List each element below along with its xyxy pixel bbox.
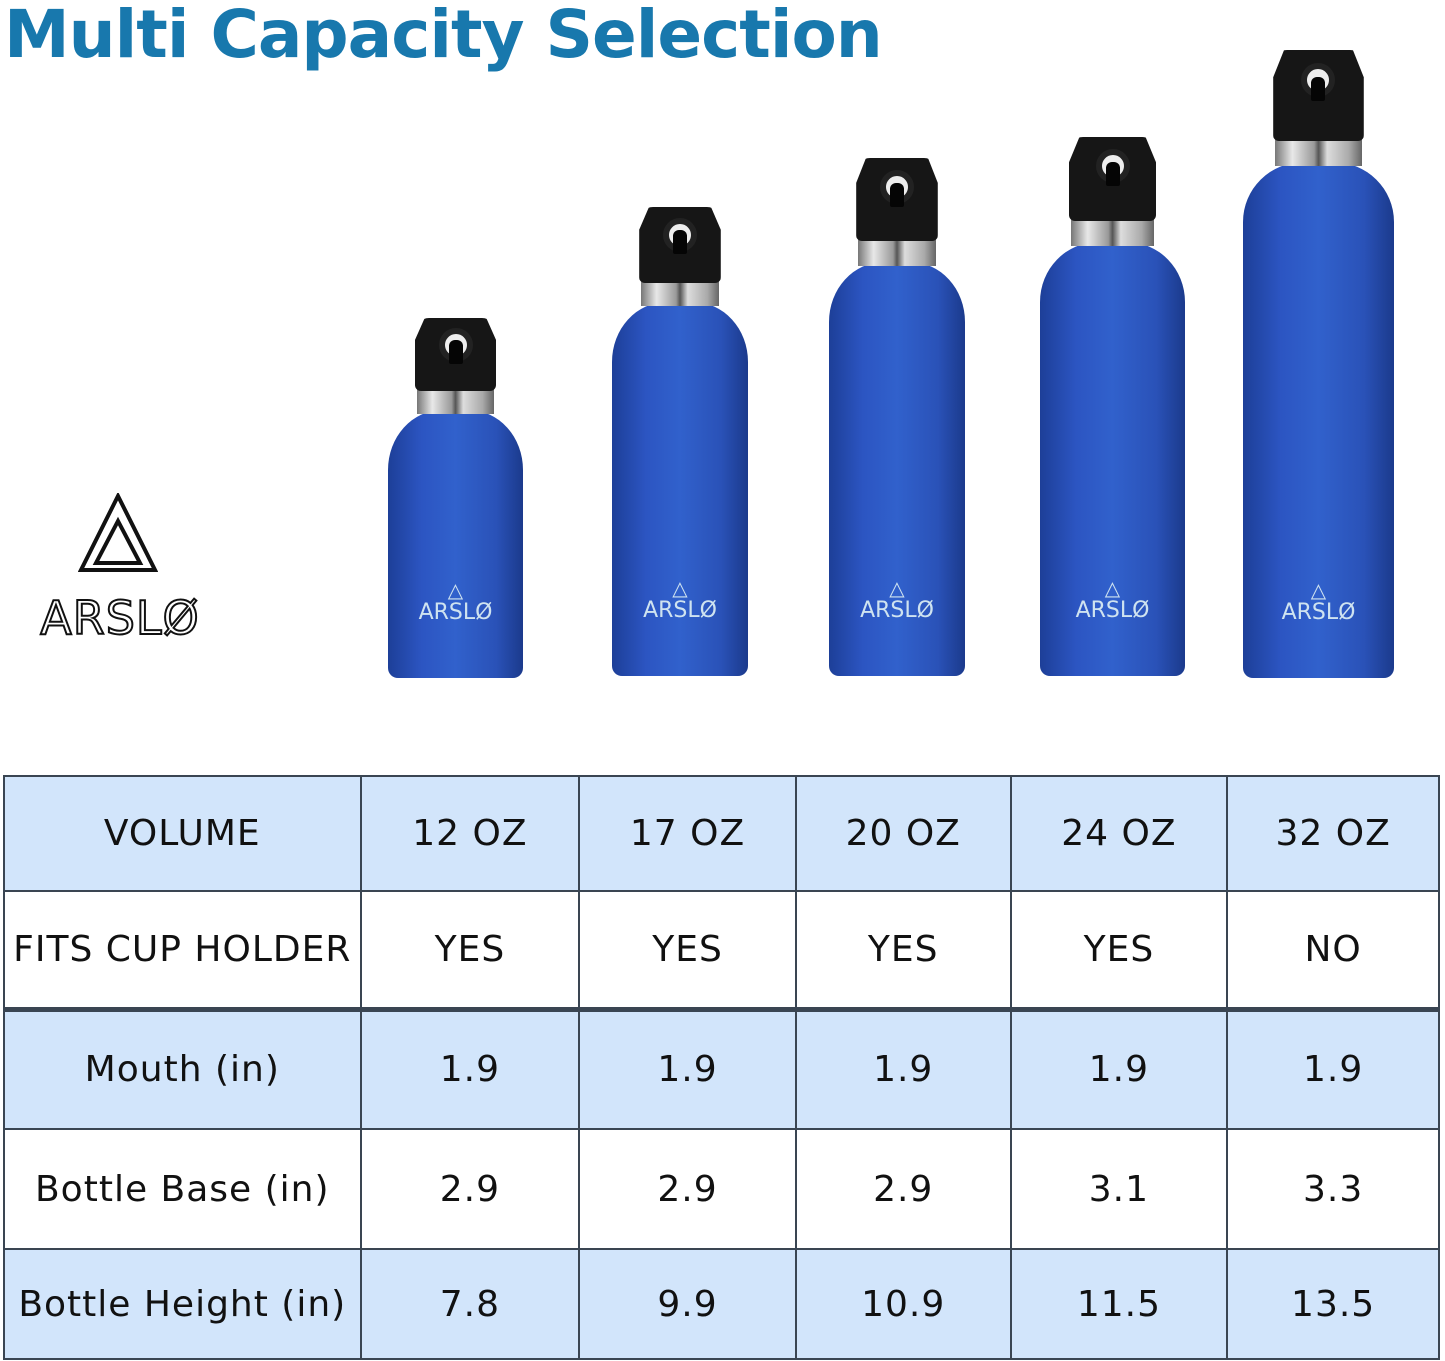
bottle-body bbox=[1243, 162, 1394, 678]
bottle-17-oz: △ ARSLØ bbox=[612, 207, 748, 676]
row-label: VOLUME bbox=[3, 775, 362, 892]
bottle-brand-name: ARSLØ bbox=[1281, 600, 1356, 625]
table-cell: 3.3 bbox=[1226, 1128, 1440, 1250]
table-cell: 3.1 bbox=[1009, 1128, 1229, 1250]
table-cell: 7.8 bbox=[359, 1248, 581, 1360]
brand-logo: ARSLØ bbox=[30, 493, 210, 648]
bottle-logo: △ ARSLØ bbox=[1040, 576, 1185, 622]
bottle-32-oz: △ ARSLØ bbox=[1243, 50, 1394, 678]
table-cell: NO bbox=[1226, 890, 1440, 1010]
table-cell: YES bbox=[1009, 890, 1229, 1010]
bottle-band bbox=[858, 239, 936, 266]
bottle-24-oz: △ ARSLØ bbox=[1040, 137, 1185, 676]
bottle-brand-name: ARSLØ bbox=[418, 600, 493, 625]
table-cell: 10.9 bbox=[794, 1248, 1012, 1360]
bottle-logo: △ ARSLØ bbox=[1243, 578, 1394, 624]
triangle-logo-icon: △ bbox=[1310, 578, 1327, 602]
table-cell: 13.5 bbox=[1226, 1248, 1440, 1360]
triangle-logo-icon bbox=[78, 493, 158, 572]
table-cell: 24 OZ bbox=[1009, 775, 1229, 892]
bottle-body bbox=[612, 302, 748, 676]
bottle-body bbox=[1040, 242, 1185, 676]
table-row: Mouth (in) 1.9 1.9 1.9 1.9 1.9 bbox=[3, 1006, 1440, 1130]
row-label: Bottle Height (in) bbox=[3, 1248, 362, 1360]
bottle-body bbox=[388, 410, 523, 678]
bottle-band bbox=[417, 389, 494, 414]
table-cell: YES bbox=[578, 890, 797, 1010]
table-row: VOLUME 12 OZ 17 OZ 20 OZ 24 OZ 32 OZ bbox=[3, 775, 1440, 892]
bottle-band bbox=[1275, 139, 1362, 166]
table-row: Bottle Base (in) 2.9 2.9 2.9 3.1 3.3 bbox=[3, 1128, 1440, 1250]
table-cell: 1.9 bbox=[578, 1006, 797, 1130]
table-row: FITS CUP HOLDER YES YES YES YES NO bbox=[3, 890, 1440, 1010]
triangle-logo-icon: △ bbox=[447, 578, 464, 602]
capacity-table: VOLUME 12 OZ 17 OZ 20 OZ 24 OZ 32 OZ FITS CUP … bbox=[3, 775, 1440, 1360]
table-cell: YES bbox=[794, 890, 1012, 1010]
bottle-logo: △ ARSLØ bbox=[388, 578, 523, 624]
bottle-cap bbox=[1069, 137, 1156, 221]
bottle-band bbox=[641, 281, 719, 306]
bottle-cap bbox=[1273, 50, 1364, 141]
table-cell: 1.9 bbox=[359, 1006, 581, 1130]
bottle-brand-name: ARSLØ bbox=[643, 598, 717, 623]
bottle-20-oz: △ ARSLØ bbox=[829, 158, 965, 676]
page-title: Multi Capacity Selection bbox=[4, 0, 883, 73]
bottle-cap bbox=[639, 207, 721, 283]
bottle-12-oz: △ ARSLØ bbox=[388, 318, 523, 678]
bottle-cap bbox=[856, 158, 938, 241]
table-cell: 17 OZ bbox=[578, 775, 797, 892]
bottle-body bbox=[829, 262, 965, 676]
table-cell: YES bbox=[359, 890, 581, 1010]
table-cell: 12 OZ bbox=[359, 775, 581, 892]
bottle-brand-name: ARSLØ bbox=[860, 598, 934, 623]
row-label: Bottle Base (in) bbox=[3, 1128, 362, 1250]
table-cell: 20 OZ bbox=[794, 775, 1012, 892]
triangle-logo-icon: △ bbox=[672, 576, 688, 600]
table-cell: 9.9 bbox=[578, 1248, 797, 1360]
table-cell: 2.9 bbox=[578, 1128, 797, 1250]
table-row: Bottle Height (in) 7.8 9.9 10.9 11.5 13.5 bbox=[3, 1248, 1440, 1360]
row-label: FITS CUP HOLDER bbox=[3, 890, 362, 1010]
table-cell: 1.9 bbox=[1009, 1006, 1229, 1130]
triangle-logo-icon: △ bbox=[1104, 576, 1121, 600]
table-cell: 1.9 bbox=[794, 1006, 1012, 1130]
table-cell: 2.9 bbox=[359, 1128, 581, 1250]
table-cell: 32 OZ bbox=[1226, 775, 1440, 892]
table-cell: 2.9 bbox=[794, 1128, 1012, 1250]
bottle-logo: △ ARSLØ bbox=[612, 576, 748, 622]
brand-name: ARSLØ bbox=[39, 590, 200, 646]
bottle-band bbox=[1071, 219, 1154, 246]
table-cell: 1.9 bbox=[1226, 1006, 1440, 1130]
table-cell: 11.5 bbox=[1009, 1248, 1229, 1360]
bottle-brand-name: ARSLØ bbox=[1075, 598, 1150, 623]
row-label: Mouth (in) bbox=[3, 1006, 362, 1130]
triangle-logo-icon: △ bbox=[889, 576, 905, 600]
bottle-cap bbox=[415, 318, 496, 391]
bottle-logo: △ ARSLØ bbox=[829, 576, 965, 622]
